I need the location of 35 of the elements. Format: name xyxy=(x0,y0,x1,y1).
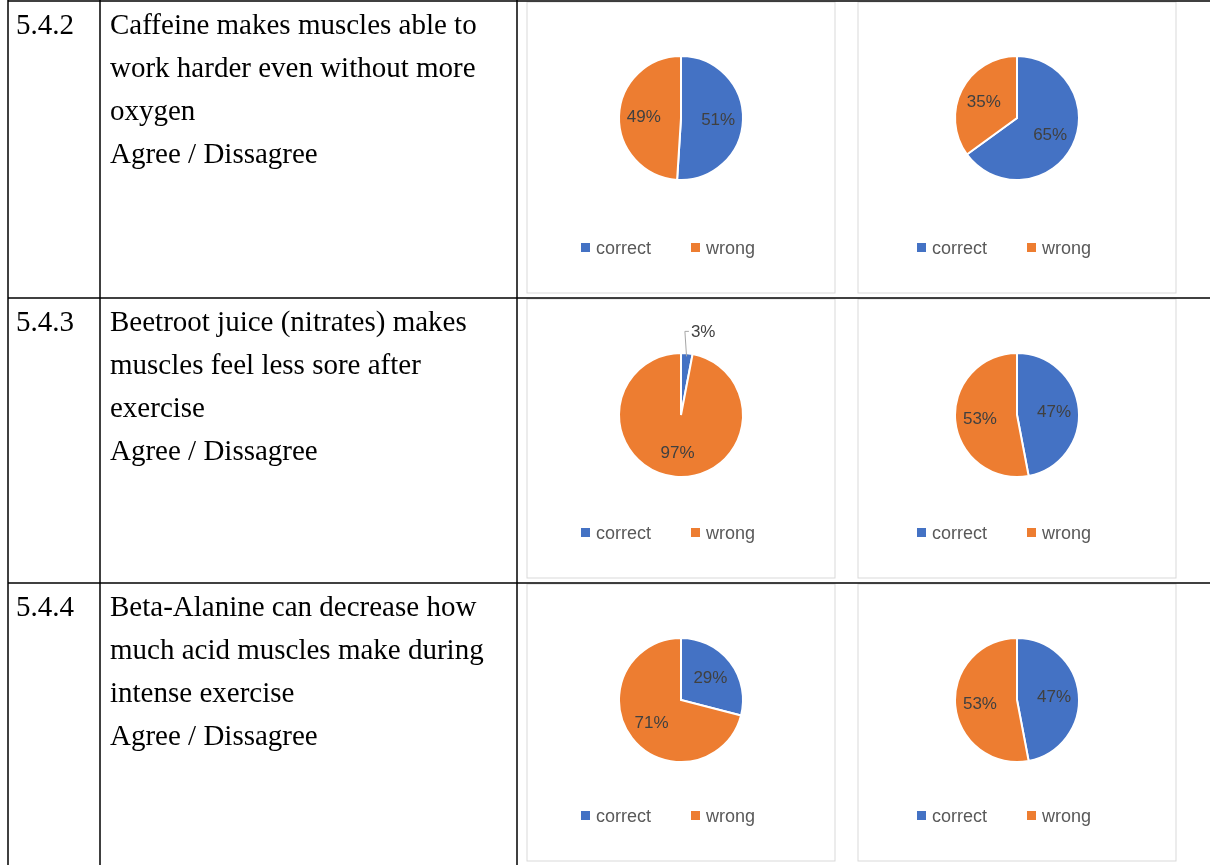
text: 5.4.3 xyxy=(16,305,74,337)
text: Agree / Dissagree xyxy=(110,434,318,466)
legend-label: wrong xyxy=(1041,238,1092,258)
text: 5.4.4 xyxy=(16,590,75,622)
legend-label: correct xyxy=(932,238,988,258)
text: Agree / Dissagree xyxy=(110,137,318,169)
legend-label: correct xyxy=(596,806,652,826)
data-label: 47% xyxy=(1037,687,1072,706)
legend-label: wrong xyxy=(1041,806,1092,826)
legend-label: wrong xyxy=(705,238,756,258)
data-label: 51% xyxy=(701,109,736,129)
pie-slice xyxy=(618,637,743,763)
data-label: 53% xyxy=(962,409,997,428)
legend-label: correct xyxy=(596,238,652,258)
legend-label: correct xyxy=(596,523,652,543)
text: 5.4.2 xyxy=(16,8,74,40)
text: Beetroot juice (nitrates) makes muscles feel less sore after exercise xyxy=(110,305,467,423)
legend-label: wrong xyxy=(705,806,756,826)
data-label: 3% xyxy=(690,321,716,341)
data-label: 53% xyxy=(962,694,997,713)
text: Caffeine makes muscles able to work harder even without more oxygen xyxy=(110,8,477,126)
text: Agree / Dissagree xyxy=(110,719,318,751)
data-label: 47% xyxy=(1037,402,1072,421)
data-label: 49% xyxy=(626,107,661,127)
text: Beta-Alanine can decrease how much acid muscles make during intense exercise xyxy=(110,590,484,708)
pie-slice xyxy=(618,352,744,478)
legend-label: wrong xyxy=(705,523,756,543)
data-label: 29% xyxy=(693,667,728,687)
data-label: 71% xyxy=(634,713,669,733)
data-label: 35% xyxy=(966,91,1001,111)
legend-label: wrong xyxy=(1041,523,1092,543)
data-label: 65% xyxy=(1033,125,1068,145)
legend-label: correct xyxy=(932,806,988,826)
legend-label: correct xyxy=(932,523,988,543)
data-label: 97% xyxy=(660,442,695,462)
